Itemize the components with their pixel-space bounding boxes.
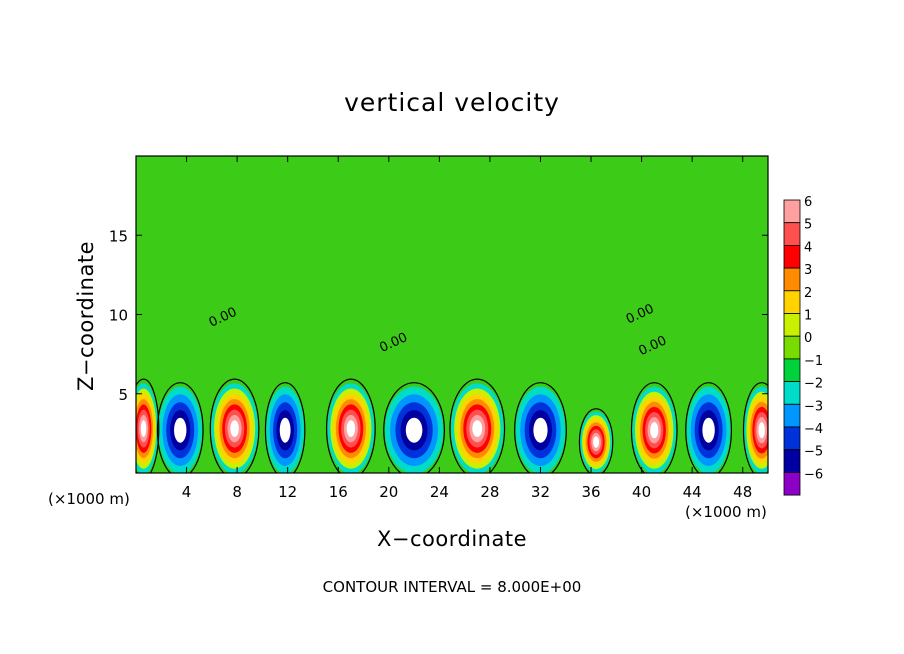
zero-contour <box>742 382 768 473</box>
velocity-cell-band <box>346 420 356 438</box>
colorbar-swatch <box>783 267 801 292</box>
zero-contour <box>630 382 678 473</box>
colorbar-label: −6 <box>804 467 823 482</box>
chart-title: vertical velocity <box>344 88 560 117</box>
velocity-cell-10 <box>686 386 731 473</box>
colorbar-swatch <box>783 426 801 451</box>
velocity-cell-band <box>140 420 147 438</box>
x-tick-label: 24 <box>430 483 449 501</box>
velocity-cell-band <box>702 417 715 443</box>
x-axis-ticks: 4 8 12 16 20 24 28 32 36 40 44 48 <box>182 156 752 501</box>
velocity-cell-3 <box>266 386 305 473</box>
colorbar-swatch <box>783 471 801 496</box>
colorbar-label: 0 <box>804 331 812 346</box>
x-tick-label: 16 <box>329 483 348 501</box>
zero-contour <box>209 378 260 473</box>
velocity-cell-2 <box>211 383 258 473</box>
x-tick-label: 40 <box>632 483 651 501</box>
colorbar-swatch <box>783 244 801 269</box>
x-tick-label: 12 <box>278 483 297 501</box>
y-axis-label: Z−coordinate <box>74 241 98 391</box>
x-tick-label: 48 <box>733 483 752 501</box>
colorbar-label: 5 <box>804 218 812 233</box>
zero-contour <box>325 378 376 473</box>
x-tick-label: 20 <box>379 483 398 501</box>
colorbar-label: 4 <box>804 240 812 255</box>
velocity-cell-4 <box>327 383 375 473</box>
plot-area <box>136 156 768 473</box>
velocity-cell-band <box>472 420 483 438</box>
colorbar-label: 6 <box>804 195 812 210</box>
x-tick-label: 36 <box>581 483 600 501</box>
colorbar-swatch <box>783 335 801 360</box>
contour-interval-note: CONTOUR INTERVAL = 8.000E+00 <box>322 578 582 596</box>
colorbar-swatch <box>783 222 801 246</box>
zero-contour <box>449 378 506 473</box>
zero-contour <box>264 382 306 473</box>
x-axis-label: X−coordinate <box>377 527 527 551</box>
x-tick-label: 44 <box>683 483 702 501</box>
x-tick-label: 32 <box>531 483 550 501</box>
zero-contour <box>514 382 567 473</box>
velocity-cell-band <box>650 422 659 439</box>
colorbar-swatch <box>783 199 801 224</box>
x-unit-right-label: (×1000 m) <box>685 503 767 521</box>
colorbar-label: 2 <box>804 286 812 301</box>
velocity-cell-0 <box>136 383 159 473</box>
velocity-cell-band <box>593 436 600 448</box>
colorbar-swatch <box>783 290 801 314</box>
velocity-cell-8 <box>580 411 613 473</box>
velocity-cell-5 <box>384 386 444 473</box>
colorbar-label: −2 <box>804 377 823 392</box>
colorbar-swatch <box>783 449 801 473</box>
contour-lines <box>136 378 768 473</box>
zero-contour <box>383 382 445 473</box>
zero-contour <box>578 408 614 473</box>
zero-contour <box>136 378 160 473</box>
y-axis-ticks: 5 10 15 <box>109 227 768 404</box>
velocity-cell-band <box>174 417 187 443</box>
heat-cells <box>136 383 768 473</box>
colorbar-label: −4 <box>804 422 823 437</box>
colorbar-label: 3 <box>804 263 812 278</box>
velocity-cell-band <box>405 417 423 443</box>
velocity-cell-7 <box>515 386 566 473</box>
x-tick-label: 8 <box>232 483 242 501</box>
x-tick-label: 28 <box>480 483 499 501</box>
velocity-cell-11 <box>744 386 768 473</box>
y-tick-label: 10 <box>109 307 128 325</box>
velocity-cell-6 <box>451 383 504 473</box>
velocity-cell-band <box>758 422 765 439</box>
colorbar: 6 5 4 3 2 1 0 −1 −2 −3 −4 −5 −6 <box>783 195 823 496</box>
colorbar-label: −1 <box>804 354 823 369</box>
x-unit-left-label: (×1000 m) <box>48 490 130 508</box>
velocity-cell-band <box>279 417 291 443</box>
colorbar-swatch <box>783 381 801 405</box>
colorbar-swatch <box>783 313 801 337</box>
colorbar-label: −3 <box>804 399 823 414</box>
velocity-cell-1 <box>158 386 203 473</box>
zero-contour <box>685 382 732 473</box>
colorbar-swatch <box>783 358 801 382</box>
x-tick-label: 4 <box>182 483 192 501</box>
velocity-cell-band <box>230 420 239 438</box>
velocity-cell-band <box>533 417 548 443</box>
velocity-cell-9 <box>632 386 677 473</box>
colorbar-label: −5 <box>804 445 823 460</box>
y-tick-label: 15 <box>109 227 128 245</box>
y-tick-label: 5 <box>118 386 128 404</box>
zero-contour <box>156 382 204 473</box>
colorbar-swatch <box>783 403 801 428</box>
colorbar-label: 1 <box>804 309 812 324</box>
